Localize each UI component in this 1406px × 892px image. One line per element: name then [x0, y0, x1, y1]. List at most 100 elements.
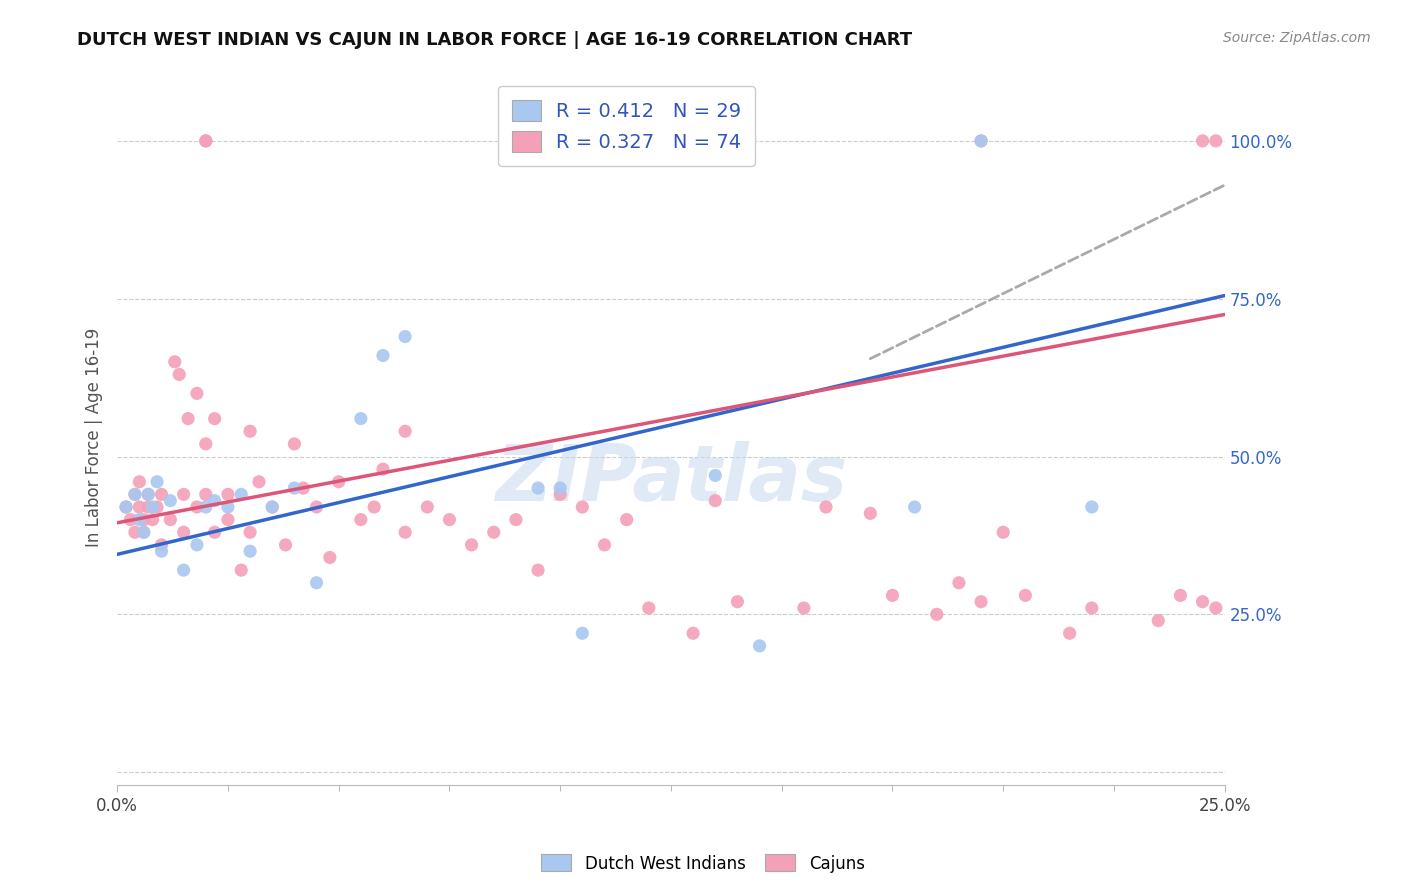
Point	[283, 437, 305, 451]
Point	[136, 487, 159, 501]
Point	[460, 538, 482, 552]
Point	[274, 538, 297, 552]
Point	[925, 607, 948, 622]
Point	[482, 525, 505, 540]
Point	[159, 513, 181, 527]
Point	[173, 487, 195, 501]
Point	[262, 500, 284, 514]
Point	[363, 500, 385, 514]
Point	[247, 475, 270, 489]
Point	[725, 595, 748, 609]
Point	[1147, 614, 1170, 628]
Point	[350, 411, 373, 425]
Point	[593, 538, 616, 552]
Point	[1205, 601, 1227, 615]
Point	[132, 525, 155, 540]
Point	[970, 595, 993, 609]
Point	[1170, 588, 1192, 602]
Point	[970, 134, 993, 148]
Point	[948, 575, 970, 590]
Point	[319, 550, 342, 565]
Point	[239, 424, 262, 438]
Point	[1081, 601, 1104, 615]
Point	[173, 525, 195, 540]
Point	[548, 487, 571, 501]
Point	[1081, 500, 1104, 514]
Point	[146, 475, 169, 489]
Point	[128, 500, 150, 514]
Point	[177, 411, 200, 425]
Point	[217, 487, 239, 501]
Point	[1191, 595, 1213, 609]
Point	[132, 525, 155, 540]
Point	[682, 626, 704, 640]
Point	[204, 493, 226, 508]
Point	[637, 601, 659, 615]
Point	[128, 513, 150, 527]
Point	[150, 544, 173, 558]
Point	[231, 563, 253, 577]
Point	[704, 493, 727, 508]
Point	[793, 601, 815, 615]
Point	[1205, 134, 1227, 148]
Point	[505, 513, 527, 527]
Point	[328, 475, 350, 489]
Point	[616, 513, 638, 527]
Point	[305, 575, 328, 590]
Point	[120, 513, 142, 527]
Point	[194, 500, 217, 514]
Text: ZIPatlas: ZIPatlas	[495, 442, 846, 517]
Point	[371, 462, 394, 476]
Point	[292, 481, 315, 495]
Text: Source: ZipAtlas.com: Source: ZipAtlas.com	[1223, 31, 1371, 45]
Point	[115, 500, 138, 514]
Point	[167, 368, 190, 382]
Point	[194, 134, 217, 148]
Point	[204, 411, 226, 425]
Point	[159, 493, 181, 508]
Point	[970, 134, 993, 148]
Point	[150, 538, 173, 552]
Point	[239, 525, 262, 540]
Point	[194, 437, 217, 451]
Point	[394, 525, 416, 540]
Point	[124, 487, 146, 501]
Point	[439, 513, 461, 527]
Point	[204, 525, 226, 540]
Point	[142, 500, 165, 514]
Point	[124, 487, 146, 501]
Legend: Dutch West Indians, Cajuns: Dutch West Indians, Cajuns	[534, 847, 872, 880]
Point	[371, 349, 394, 363]
Point	[132, 513, 155, 527]
Point	[394, 329, 416, 343]
Point	[1059, 626, 1081, 640]
Point	[124, 525, 146, 540]
Point	[146, 500, 169, 514]
Point	[814, 500, 837, 514]
Point	[548, 481, 571, 495]
Point	[350, 513, 373, 527]
Point	[150, 487, 173, 501]
Point	[217, 513, 239, 527]
Legend: R = 0.412   N = 29, R = 0.327   N = 74: R = 0.412 N = 29, R = 0.327 N = 74	[498, 87, 755, 166]
Point	[305, 500, 328, 514]
Point	[136, 487, 159, 501]
Point	[527, 563, 550, 577]
Point	[571, 500, 593, 514]
Point	[262, 500, 284, 514]
Point	[186, 500, 208, 514]
Point	[115, 500, 138, 514]
Point	[173, 563, 195, 577]
Point	[571, 626, 593, 640]
Point	[142, 513, 165, 527]
Point	[194, 134, 217, 148]
Point	[725, 134, 748, 148]
Point	[128, 475, 150, 489]
Point	[748, 639, 770, 653]
Point	[136, 500, 159, 514]
Point	[283, 481, 305, 495]
Point	[217, 500, 239, 514]
Point	[186, 386, 208, 401]
Point	[186, 538, 208, 552]
Point	[239, 544, 262, 558]
